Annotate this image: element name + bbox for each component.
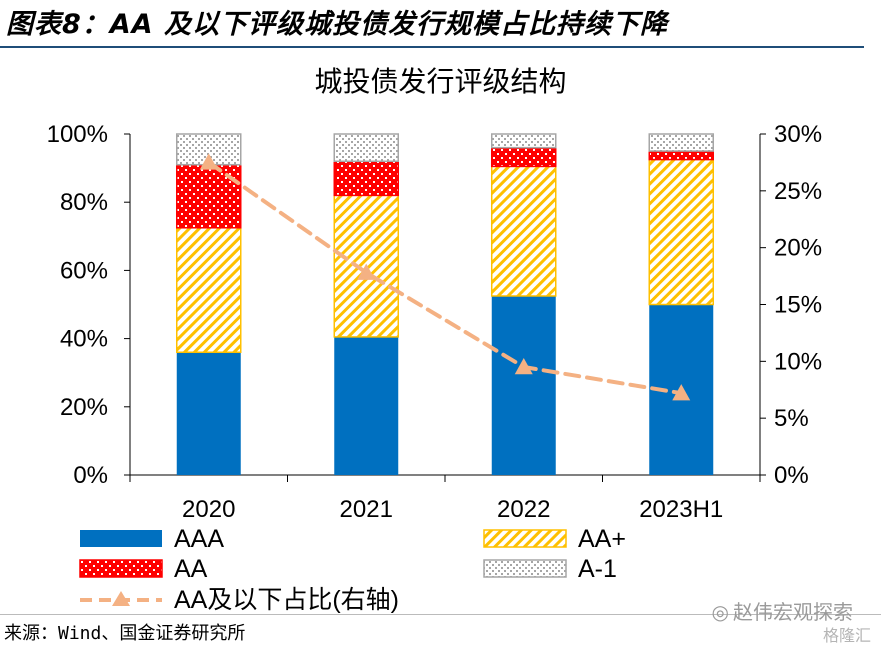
left-tick-label: 60% bbox=[60, 257, 108, 284]
figure-title: 图表8：AA 及以下评级城投债发行规模占比持续下降 bbox=[6, 9, 668, 40]
wechat-icon: ◎ bbox=[711, 600, 729, 624]
bar-segment-a-1 bbox=[333, 133, 399, 163]
bar-segment-aaa bbox=[176, 352, 241, 475]
line-point-marker bbox=[357, 263, 376, 280]
bar-segment-aaplus bbox=[176, 227, 242, 353]
bar-segment-a-1 bbox=[491, 133, 557, 149]
left-tick-label: 80% bbox=[60, 189, 108, 216]
legend-label: A-1 bbox=[578, 555, 617, 583]
line-series-path bbox=[206, 160, 684, 396]
bar-segment-aaplus bbox=[491, 165, 557, 297]
chart-title: 城投债发行评级结构 bbox=[314, 65, 567, 98]
left-tick-label: 40% bbox=[60, 326, 108, 353]
right-tick-label: 0% bbox=[774, 462, 809, 489]
legend-swatch-aa bbox=[79, 559, 163, 578]
legend-label: AA+ bbox=[578, 525, 626, 553]
line-point-marker bbox=[199, 153, 218, 170]
bar-segment-aaa bbox=[491, 295, 556, 475]
left-tick-label: 20% bbox=[60, 394, 108, 421]
line-point-marker bbox=[672, 384, 691, 401]
bar-segment-a-1 bbox=[648, 133, 714, 152]
x-tick-label: 2023H1 bbox=[639, 496, 723, 523]
bar-segment-aa bbox=[648, 150, 714, 161]
legend-label: AA及以下占比(右轴) bbox=[174, 586, 399, 614]
right-tick-label: 20% bbox=[774, 235, 822, 262]
legend-label: AAA bbox=[174, 525, 224, 553]
bar-segment-aaa bbox=[334, 336, 399, 475]
bar-segment-aa bbox=[491, 146, 557, 168]
bars-group bbox=[176, 133, 714, 475]
bar-segment-aa bbox=[333, 160, 399, 197]
x-tick-label: 2022 bbox=[497, 496, 550, 523]
watermark-sub: 格隆汇 bbox=[822, 626, 871, 645]
bar-segment-aa bbox=[176, 163, 242, 229]
right-tick-label: 15% bbox=[774, 292, 822, 319]
left-tick-label: 0% bbox=[73, 462, 108, 489]
line-point-marker bbox=[514, 358, 533, 375]
left-tick-label: 100% bbox=[47, 121, 108, 148]
x-tick-label: 2020 bbox=[182, 496, 235, 523]
source-divider bbox=[0, 614, 881, 615]
legend: AAA AA+ AA A-1 AA及以下占比(右轴) bbox=[79, 525, 626, 614]
title-divider bbox=[0, 46, 864, 48]
right-tick-label: 5% bbox=[774, 405, 809, 432]
right-tick-label: 10% bbox=[774, 348, 822, 375]
x-tick-label: 2021 bbox=[340, 496, 393, 523]
legend-swatch-aaplus bbox=[483, 529, 567, 548]
bar-segment-aaplus bbox=[648, 158, 714, 306]
legend-line-marker bbox=[112, 591, 130, 606]
right-tick-label: 30% bbox=[774, 121, 822, 148]
legend-swatch-aaa bbox=[80, 530, 162, 547]
line-series-group bbox=[199, 153, 691, 401]
right-tick-label: 25% bbox=[774, 178, 822, 205]
source-note: 来源：Wind、国金证券研究所 bbox=[4, 623, 246, 644]
axes: 0% 20% 40% 60% 80% 100% 0% 5% 10% 15% 20% 25% 30% 202… bbox=[47, 121, 822, 523]
legend-label: AA bbox=[174, 555, 208, 583]
watermark-text: 赵伟宏观探索 bbox=[733, 600, 853, 624]
watermark: ◎ 赵伟宏观探索 bbox=[712, 596, 853, 625]
legend-swatch-a-1 bbox=[483, 559, 567, 578]
